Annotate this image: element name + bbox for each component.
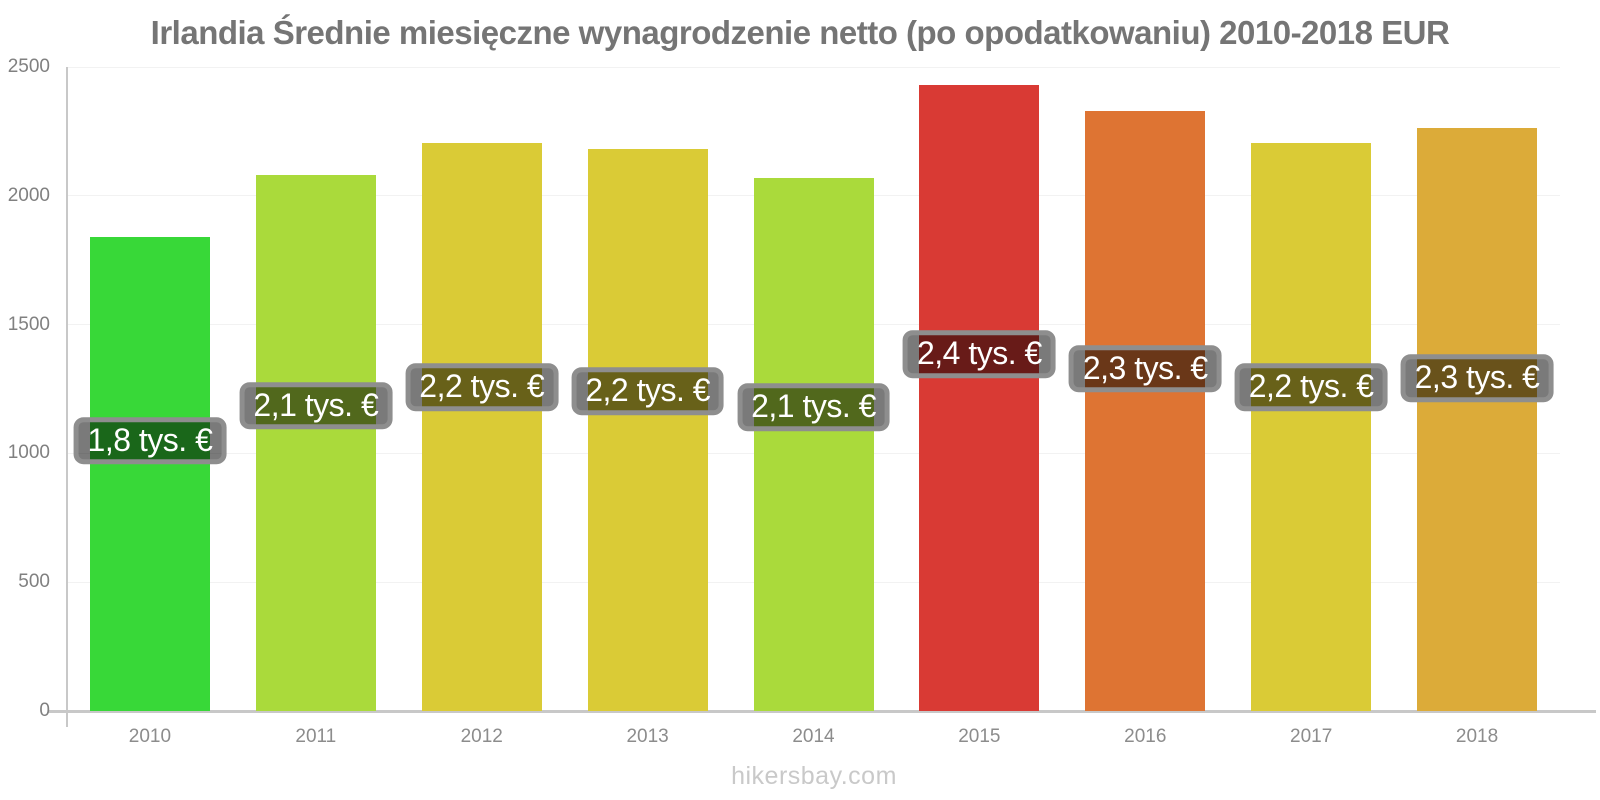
chart-title: Irlandia Średnie miesięczne wynagrodzeni…: [150, 14, 1450, 51]
y-axis-tick-label: 500: [18, 571, 50, 593]
bar-value-label-2011: 2,1 tys. €: [239, 381, 393, 430]
y-axis-tick-label: 1500: [7, 313, 50, 335]
x-axis-tick-label-2011: 2011: [295, 726, 337, 747]
y-axis-line: [66, 67, 68, 727]
bar-2016: [1085, 110, 1206, 711]
y-axis-tick-label: 1000: [7, 442, 50, 464]
bar-value-label-2016: 2,3 tys. €: [1068, 345, 1222, 393]
bar-2018: [1417, 127, 1538, 711]
bar-value-label-2013: 2,2 tys. €: [571, 367, 725, 415]
x-axis-tick-label-2014: 2014: [792, 726, 835, 747]
x-axis-tick-label-2018: 2018: [1455, 726, 1499, 747]
bar-2010: [89, 237, 210, 711]
x-axis-line: [48, 710, 1596, 713]
x-axis-tick-label-2016: 2016: [1124, 726, 1167, 747]
y-axis-tick-label: 2000: [7, 184, 50, 206]
y-axis-tick-label: 0: [39, 700, 50, 721]
bar-value-label-2014: 2,1 tys. €: [737, 383, 890, 431]
y-axis-tick-label: 2500: [7, 56, 50, 77]
bar-value-label-2015: 2,4 tys. €: [902, 330, 1056, 378]
bar-2011: [255, 175, 376, 711]
bar-2015: [919, 85, 1040, 711]
bar-value-label-2012: 2,2 tys. €: [405, 363, 559, 412]
x-axis-tick-label-2012: 2012: [460, 726, 503, 747]
watermark: hikersbay.com: [731, 762, 897, 790]
bar-value-label-2017: 2,2 tys. €: [1234, 363, 1388, 412]
bar-2013: [587, 149, 708, 711]
bar-value-label-2010: 1,8 tys. €: [73, 417, 227, 465]
x-axis-tick-label-2013: 2013: [626, 726, 669, 747]
x-axis-tick-label-2010: 2010: [128, 726, 172, 747]
x-axis-tick-label-2017: 2017: [1290, 726, 1333, 747]
gridline: [67, 66, 1560, 68]
bar-2012: [421, 142, 542, 711]
bar-value-label-2018: 2,3 tys. €: [1400, 354, 1554, 403]
bar-2017: [1251, 142, 1372, 711]
x-axis-tick-label-2015: 2015: [958, 726, 1001, 747]
bar-2014: [753, 177, 874, 711]
